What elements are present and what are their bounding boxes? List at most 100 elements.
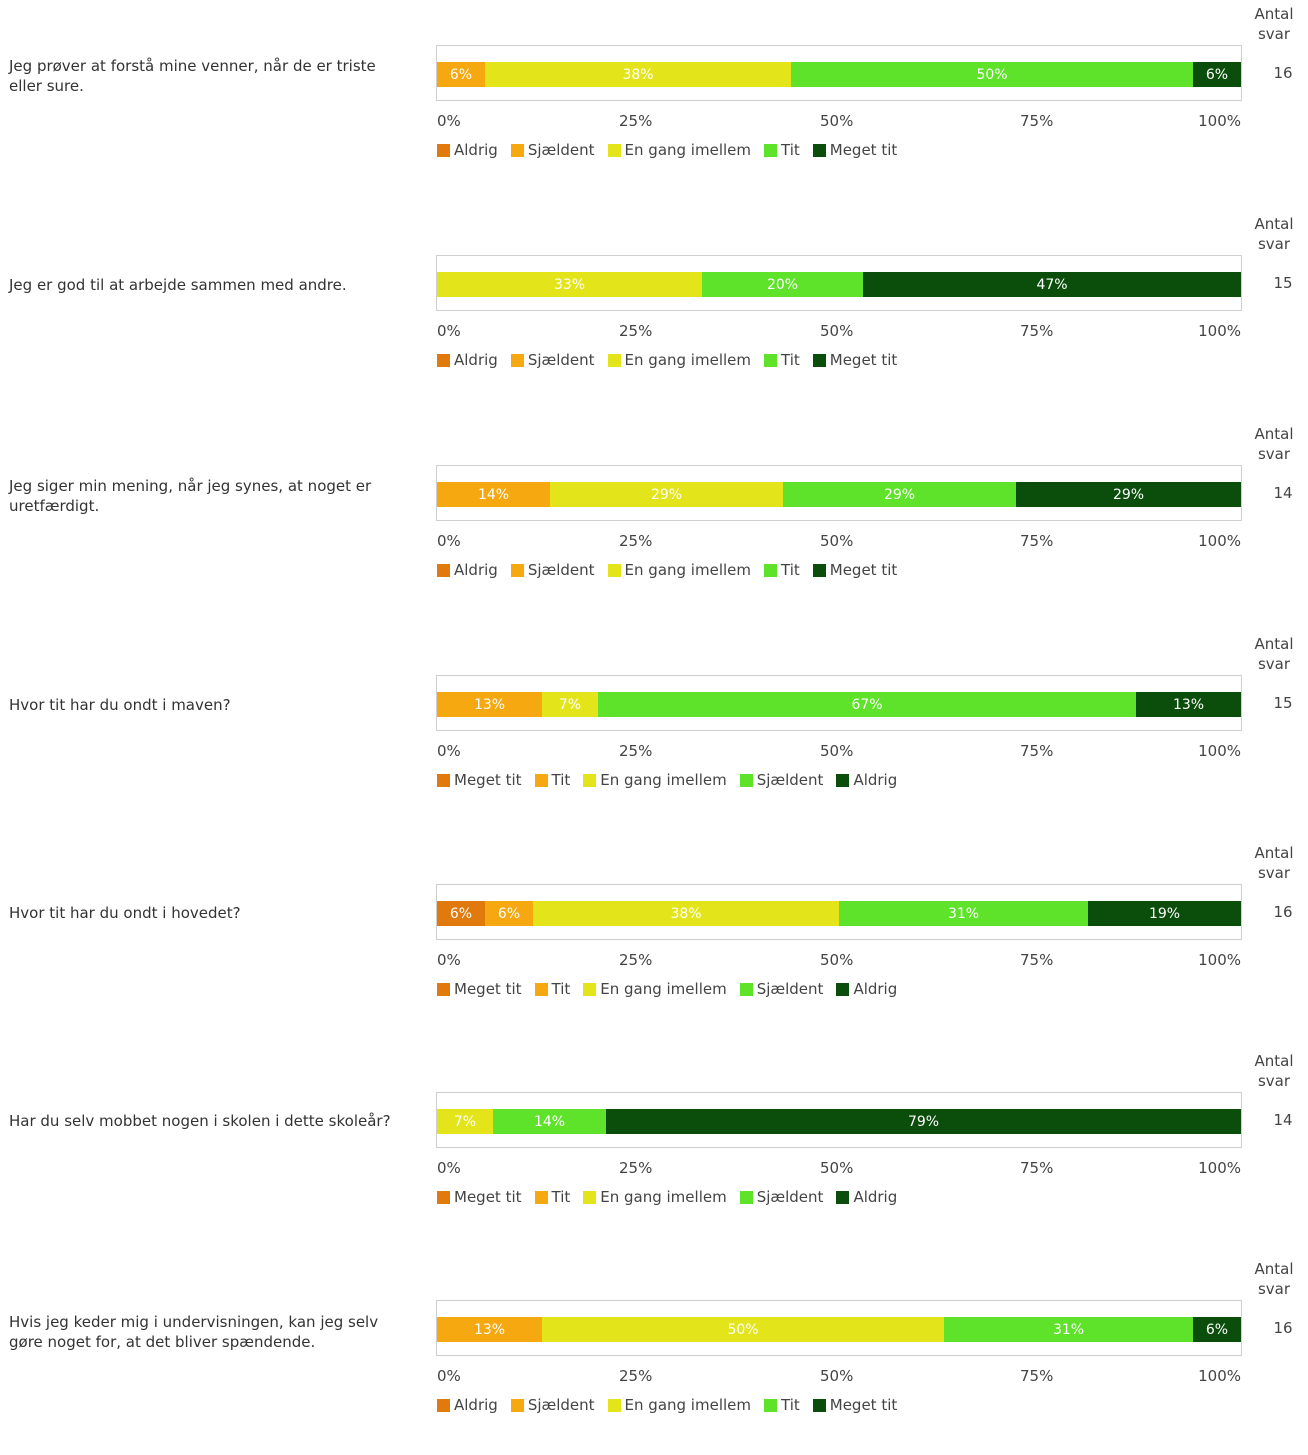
bar-segment: 29%: [550, 482, 783, 507]
legend-swatch: [812, 143, 826, 157]
bar-segment-label: 79%: [907, 1113, 940, 1130]
bar-segment: 13%: [437, 692, 542, 717]
legend-label: Meget tit: [454, 771, 522, 789]
legend-item: Tit: [534, 771, 570, 789]
legend-swatch: [812, 353, 826, 367]
antal-svar-label: svar: [1257, 1072, 1291, 1090]
legend-item: En gang imellem: [607, 141, 751, 159]
question-text: Hvor tit har du ondt i hovedet?: [9, 904, 241, 922]
bar-segment: 6%: [1193, 62, 1241, 87]
legend-label: En gang imellem: [624, 351, 751, 369]
stacked-bar: 14% 29% 29% 29%: [437, 482, 1241, 507]
response-count: 16: [1273, 903, 1293, 921]
chart-legend: Meget tit Tit En gang imellem Sjældent Aldri…: [437, 1188, 910, 1206]
legend-label: En gang imellem: [624, 1396, 751, 1414]
bar-segment-label: 38%: [622, 66, 654, 83]
legend-label: Meget tit: [454, 1188, 522, 1206]
bar-segment: 79%: [606, 1109, 1241, 1134]
response-count: 16: [1273, 64, 1293, 82]
bar-segment-label: 19%: [1148, 905, 1181, 922]
x-tick-label: 25%: [619, 322, 653, 340]
legend-item: Tit: [534, 1188, 571, 1206]
legend-item: Aldrig: [836, 980, 897, 998]
x-tick-label: 75%: [1020, 742, 1054, 760]
legend-label: Tit: [551, 980, 571, 998]
x-tick-label: 25%: [619, 951, 653, 969]
stacked-bar: 7% 14% 79%: [437, 1109, 1241, 1134]
x-tick-label: 100%: [1198, 951, 1241, 969]
legend-swatch: [836, 982, 850, 996]
legend-item: En gang imellem: [607, 1396, 751, 1414]
stacked-bar: 13% 50% 31% 6%: [437, 1317, 1241, 1342]
x-tick-label: 100%: [1198, 1367, 1241, 1385]
x-tick-label: 0%: [437, 532, 461, 550]
response-count: 16: [1273, 1319, 1293, 1337]
chart-legend: Meget tit Tit En gang imellem Sjældent Aldri…: [437, 980, 910, 998]
antal-svar-header: Antal svar: [1246, 634, 1302, 674]
legend-item: Meget tit: [437, 1188, 522, 1206]
chart-legend: Aldrig Sjældent En gang imellem Tit Meget ti…: [437, 561, 910, 579]
x-tick-label: 50%: [820, 322, 854, 340]
legend-swatch: [510, 1398, 524, 1412]
legend-label: Sjældent: [527, 561, 595, 579]
antal-svar-label: Antal: [1254, 844, 1294, 862]
bar-segment-label: 7%: [558, 696, 582, 713]
legend-swatch: [836, 773, 850, 787]
legend-label: Sjældent: [756, 1188, 824, 1206]
x-tick-label: 0%: [437, 951, 461, 969]
antal-svar-label: svar: [1257, 235, 1291, 253]
antal-svar-label: Antal: [1254, 215, 1294, 233]
legend-label: Sjældent: [527, 351, 595, 369]
bar-segment-label: 6%: [1205, 66, 1229, 83]
bar-segment-label: 50%: [976, 66, 1008, 83]
antal-svar-label: Antal: [1254, 635, 1294, 653]
chart-block: Antal svar Har du selv mobbet nogen i skol…: [0, 1047, 1308, 1247]
legend-label: Meget tit: [829, 1396, 898, 1414]
legend-swatch: [764, 1398, 777, 1412]
bar-segment-label: 6%: [449, 905, 473, 922]
bar-segment: 38%: [533, 901, 839, 926]
response-count: 15: [1273, 694, 1293, 712]
stacked-bar: 6% 38% 50% 6%: [437, 62, 1241, 87]
antal-svar-header: Antal svar: [1246, 843, 1302, 883]
bar-segment: 67%: [598, 692, 1136, 717]
legend-swatch: [812, 1398, 826, 1412]
chart-legend: Aldrig Sjældent En gang imellem Tit Meget ti…: [437, 1396, 910, 1414]
bar-segment: 6%: [437, 901, 485, 926]
legend-item: Aldrig: [836, 1188, 897, 1206]
response-count: 14: [1273, 484, 1293, 502]
legend-item: Sjældent: [739, 980, 824, 998]
x-tick-label: 75%: [1020, 532, 1054, 550]
antal-svar-label: Antal: [1254, 425, 1294, 443]
chart-legend: Aldrig Sjældent En gang imellem Tit Meget ti…: [437, 141, 910, 159]
legend-swatch: [764, 143, 777, 157]
legend-label: En gang imellem: [600, 771, 727, 789]
bar-segment-label: 6%: [497, 905, 521, 922]
bar-segment-label: 14%: [477, 486, 510, 503]
legend-label: Aldrig: [454, 561, 498, 579]
x-tick-label: 25%: [619, 112, 653, 130]
legend-swatch: [534, 1190, 548, 1204]
bar-segment: 29%: [783, 482, 1016, 507]
legend-label: Sjældent: [756, 980, 824, 998]
legend-swatch: [583, 773, 597, 787]
legend-swatch: [812, 563, 826, 577]
question-text: Hvis jeg keder mig i undervisningen, kan…: [9, 1313, 379, 1351]
legend-label: Aldrig: [853, 771, 898, 789]
antal-svar-header: Antal svar: [1246, 4, 1302, 44]
stacked-bar: 33% 20% 47%: [437, 272, 1241, 297]
x-tick-label: 25%: [619, 742, 653, 760]
x-tick-label: 50%: [820, 112, 854, 130]
legend-swatch: [437, 982, 450, 996]
legend-swatch: [583, 982, 597, 996]
bar-segment-label: 67%: [851, 696, 883, 713]
legend-swatch: [607, 1398, 621, 1412]
bar-segment-label: 14%: [533, 1113, 566, 1130]
bar-segment: 14%: [493, 1109, 606, 1134]
legend-item: Tit: [764, 1396, 800, 1414]
legend-label: Tit: [551, 1188, 571, 1206]
legend-label: Aldrig: [454, 351, 498, 369]
legend-swatch: [764, 563, 777, 577]
legend-swatch: [607, 143, 621, 157]
bar-segment-label: 13%: [1172, 696, 1205, 713]
